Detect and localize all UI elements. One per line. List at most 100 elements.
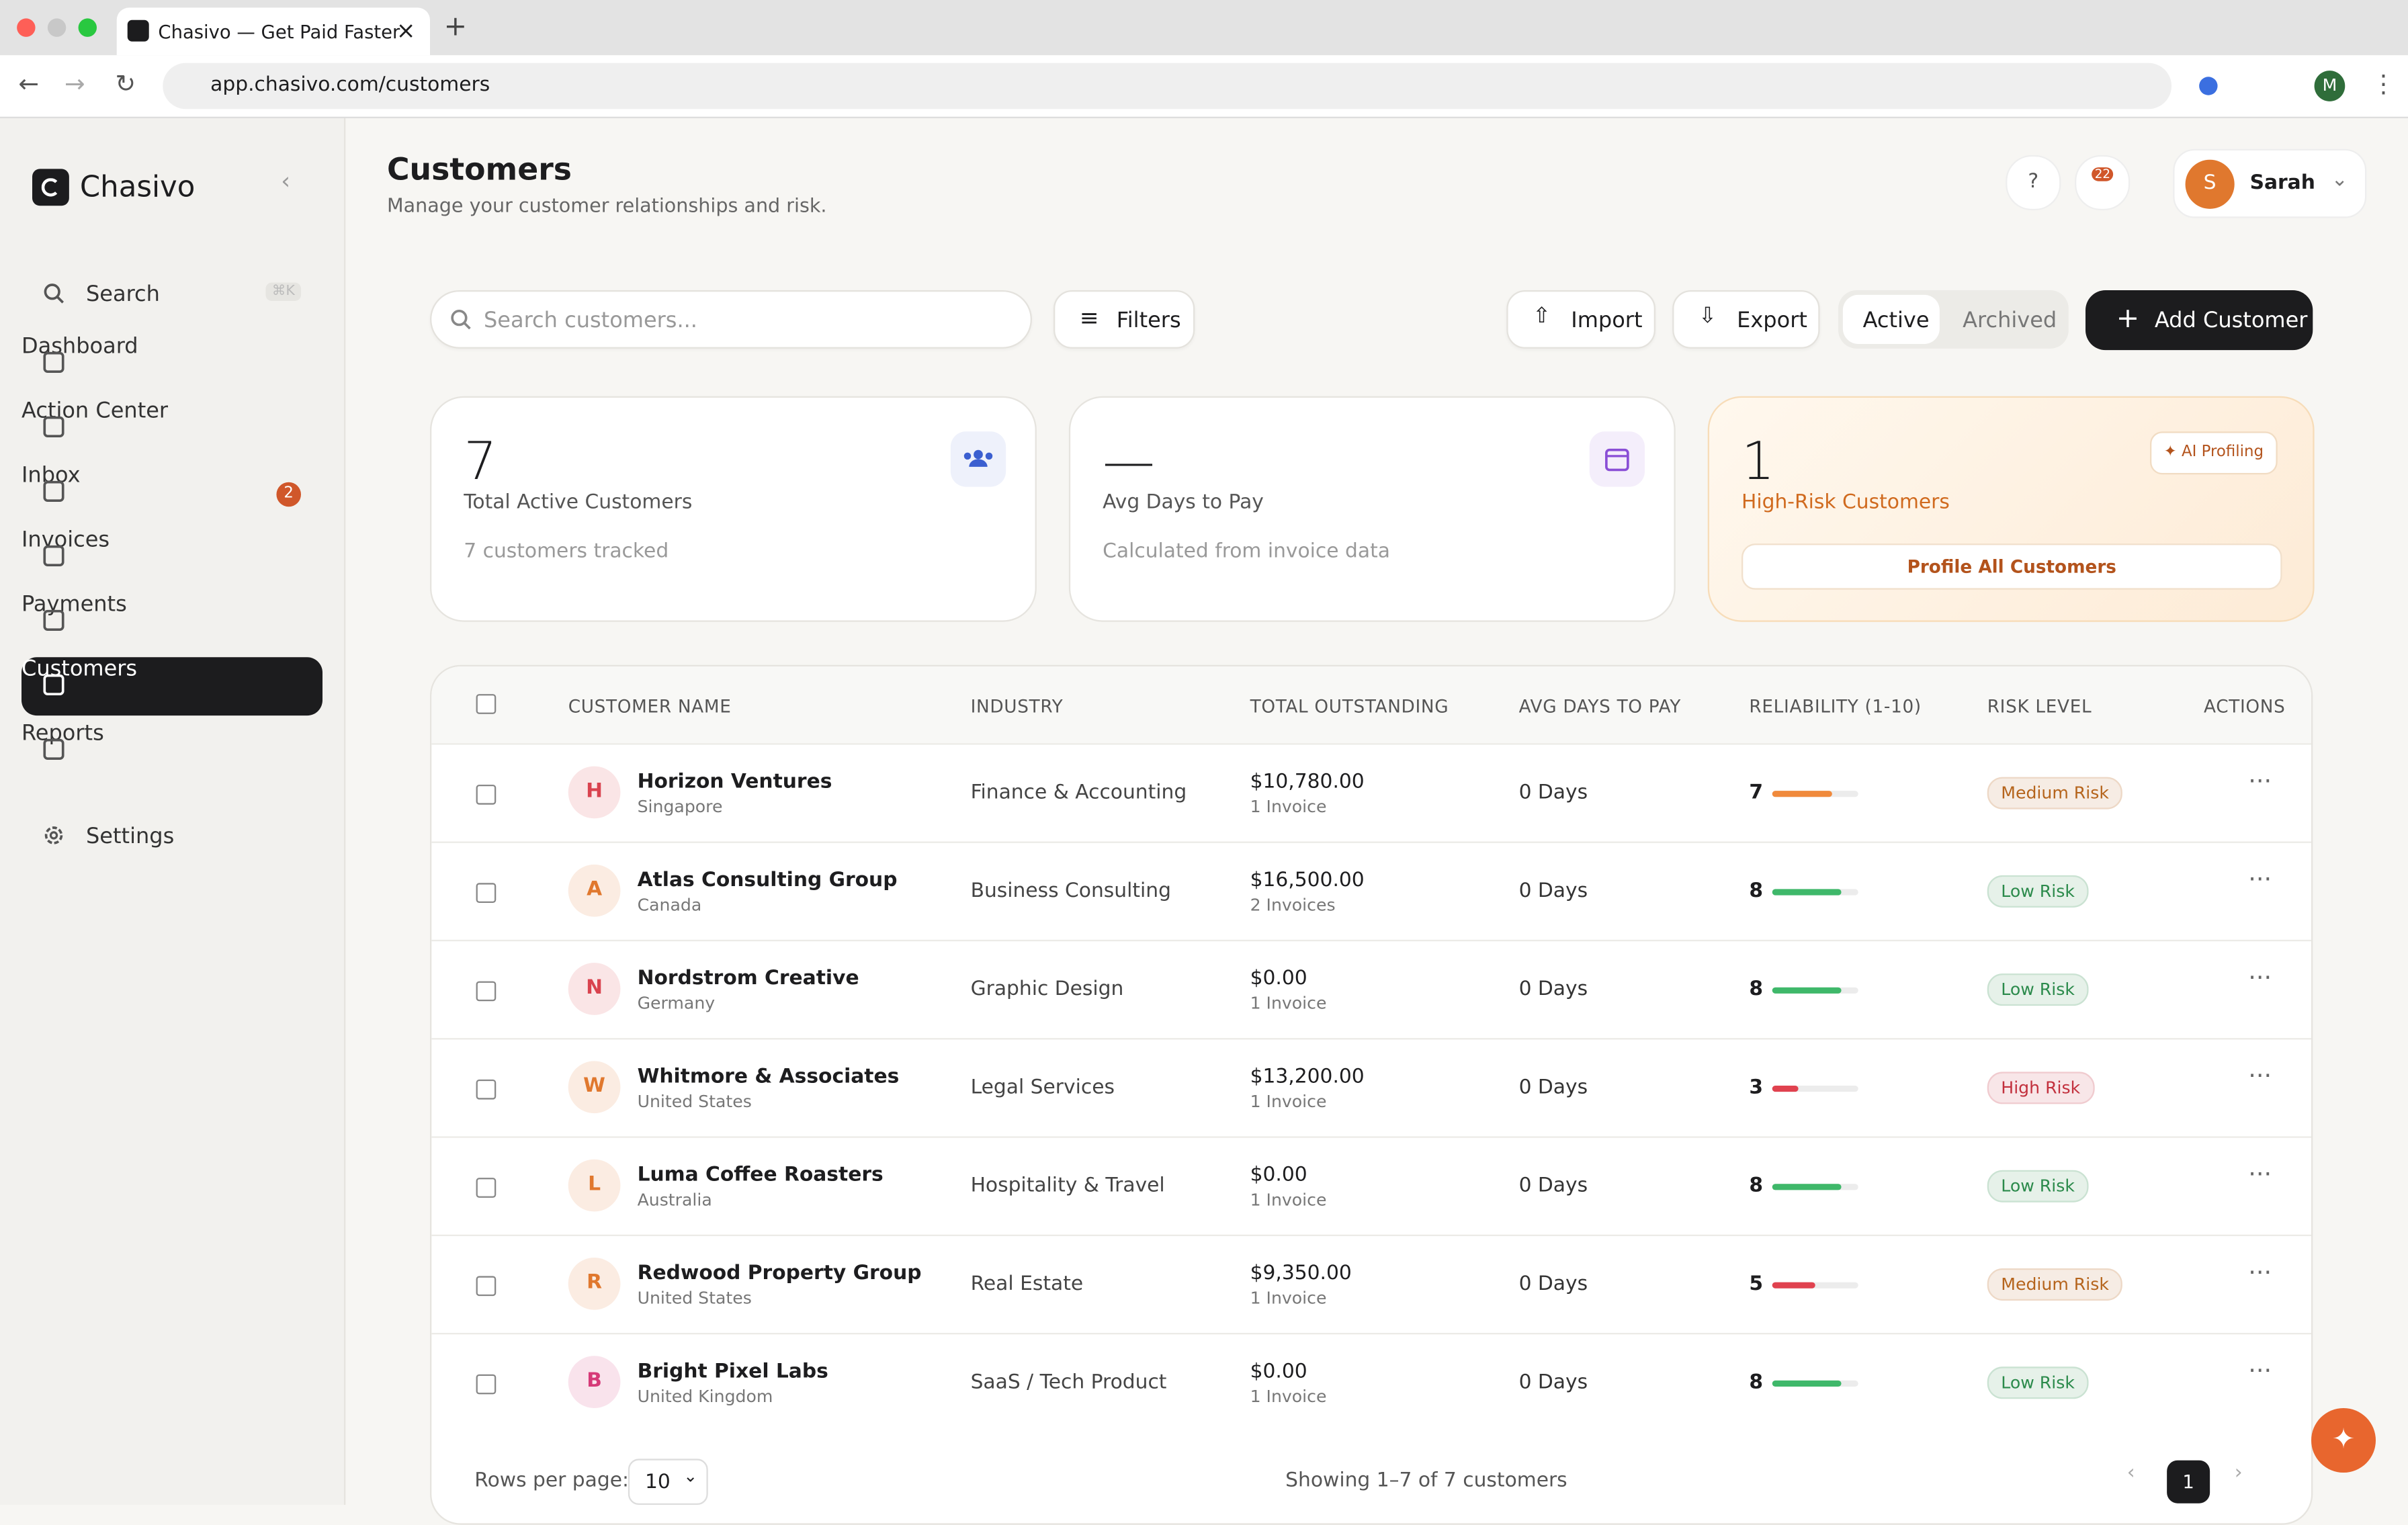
notifications[interactable]: 22: [2074, 155, 2131, 211]
tab-close[interactable]: ×: [396, 17, 416, 45]
rows-select[interactable]: 10 ⌄: [628, 1458, 708, 1505]
forward[interactable]: →: [64, 69, 85, 99]
customer-name[interactable]: Bright Pixel Labs: [637, 1360, 828, 1384]
table-header: [431, 666, 2311, 744]
risk-pill: Low Risk: [1987, 875, 2089, 908]
avatar: W: [568, 1061, 621, 1114]
nav-label: Reports: [21, 722, 104, 746]
customer-name[interactable]: Whitmore & Associates: [637, 1065, 900, 1089]
nav-label: Search: [85, 282, 160, 308]
row-checkbox[interactable]: [476, 1079, 497, 1100]
table-row: N Nordstrom Creative Germany Graphic Design…: [431, 939, 2311, 1040]
settings-nav[interactable]: Settings: [22, 808, 322, 866]
reliability: 8: [1749, 977, 1764, 1002]
stat-label: High-Risk Customers: [1741, 491, 1950, 515]
reliability-bar: [1772, 889, 1842, 896]
assistant-button[interactable]: ✦: [2311, 1407, 2376, 1473]
prev-page[interactable]: ‹: [2126, 1461, 2135, 1485]
customer-name[interactable]: Luma Coffee Roasters: [637, 1164, 884, 1187]
table-row: A Atlas Consulting Group Canada Business Co…: [431, 841, 2311, 942]
avatar: R: [568, 1257, 621, 1310]
column-header: TOTAL OUTSTANDING: [1250, 695, 1449, 717]
row-checkbox[interactable]: [476, 883, 497, 903]
row-actions[interactable]: ···: [2248, 1257, 2272, 1287]
url-box[interactable]: app.chasivo.com/customers: [163, 62, 2172, 110]
nav-item[interactable]: Dashboard: [22, 335, 322, 393]
stat-card: 7 Total Active Customers 7 customers tra…: [429, 396, 1037, 622]
tab[interactable]: Active: [1862, 308, 1930, 333]
column-header: RELIABILITY (1-10): [1749, 695, 1922, 717]
max-dot[interactable]: [78, 18, 97, 37]
row-actions[interactable]: ···: [2248, 1159, 2272, 1189]
stat-card: 1 High-Risk Customers ✦ AI Profiling Pro…: [1707, 396, 2315, 622]
table-row: L Luma Coffee Roasters Australia Hospitalit…: [431, 1136, 2311, 1236]
extension[interactable]: [2199, 77, 2218, 95]
menu[interactable]: ⋮: [2371, 69, 2396, 99]
back[interactable]: ←: [18, 69, 40, 99]
outstanding: $0.00: [1250, 967, 1307, 991]
icon: [43, 416, 64, 437]
import-button[interactable]: ⇧ Import: [1506, 290, 1656, 349]
ai-badge[interactable]: ✦ AI Profiling: [2149, 431, 2278, 475]
user-menu[interactable]: S Sarah ⌄: [2173, 148, 2367, 218]
row-actions[interactable]: ···: [2248, 1061, 2272, 1090]
customer-name[interactable]: Redwood Property Group: [637, 1262, 922, 1286]
nav-item[interactable]: Reports: [22, 722, 322, 780]
search-input[interactable]: Search customers...: [429, 290, 1032, 349]
search-nav[interactable]: Search ⌘K: [22, 265, 322, 324]
row-checkbox[interactable]: [476, 1276, 497, 1297]
row-checkbox[interactable]: [476, 1178, 497, 1198]
row-actions[interactable]: ···: [2248, 864, 2272, 894]
page-number[interactable]: 1: [2167, 1460, 2210, 1504]
rows-label: Rows per page:: [474, 1469, 630, 1493]
outstanding: $16,500.00: [1250, 869, 1365, 892]
next-page[interactable]: ›: [2234, 1461, 2243, 1485]
nav-item[interactable]: Invoices: [22, 528, 322, 586]
nav-item[interactable]: Inbox 2: [22, 464, 322, 522]
profile[interactable]: M: [2314, 71, 2346, 101]
close-dot[interactable]: [17, 18, 36, 37]
row-actions[interactable]: ···: [2248, 1356, 2272, 1385]
min-dot[interactable]: [47, 18, 67, 37]
browser-tab[interactable]: Chasivo — Get Paid Faster ×: [116, 7, 430, 56]
industry: Finance & Accounting: [970, 781, 1187, 805]
stat-note: 7 customers tracked: [464, 540, 669, 564]
nav-item[interactable]: Customers: [21, 657, 322, 716]
page-title: Customers: [386, 150, 572, 187]
reload[interactable]: ↻: [115, 69, 136, 99]
customer-name[interactable]: Atlas Consulting Group: [637, 869, 898, 892]
tab[interactable]: Archived: [1963, 308, 2057, 333]
nav-label: Inbox: [21, 464, 81, 488]
user-avatar: S: [2185, 159, 2235, 209]
risk-pill: Low Risk: [1987, 1170, 2089, 1203]
stat-label: Total Active Customers: [464, 491, 693, 515]
column-header: CUSTOMER NAME: [568, 695, 732, 717]
outstanding: $10,780.00: [1250, 771, 1365, 794]
row-checkbox[interactable]: [476, 981, 497, 1002]
nav-item[interactable]: Payments: [22, 593, 322, 651]
help[interactable]: ?: [2006, 155, 2061, 211]
nav-item[interactable]: Action Center: [22, 399, 322, 458]
select-all[interactable]: [476, 694, 497, 714]
collapse[interactable]: ‹: [281, 167, 290, 195]
row-checkbox[interactable]: [476, 784, 497, 805]
avg-days: 0 Days: [1518, 781, 1588, 805]
reliability: 8: [1749, 1174, 1764, 1198]
profile-button[interactable]: Profile All Customers: [1741, 543, 2282, 590]
customer-name[interactable]: Horizon Ventures: [637, 771, 832, 794]
export-button[interactable]: ⇩ Export: [1672, 290, 1820, 349]
label: Filters: [1116, 308, 1181, 333]
row-checkbox[interactable]: [476, 1374, 497, 1395]
row-actions[interactable]: ···: [2248, 766, 2272, 795]
row-actions[interactable]: ···: [2248, 963, 2272, 992]
avatar: B: [568, 1356, 621, 1408]
customer-name[interactable]: Nordstrom Creative: [637, 967, 859, 991]
avg-days: 0 Days: [1518, 1174, 1588, 1198]
add-customer-button[interactable]: + Add Customer: [2085, 290, 2313, 351]
filters-button[interactable]: ≡ Filters: [1053, 290, 1195, 349]
reliability-track: [1772, 1085, 1858, 1092]
brand: Chasivo: [79, 170, 196, 204]
new-tab[interactable]: +: [443, 10, 468, 43]
invoices: 1 Invoice: [1250, 797, 1327, 817]
